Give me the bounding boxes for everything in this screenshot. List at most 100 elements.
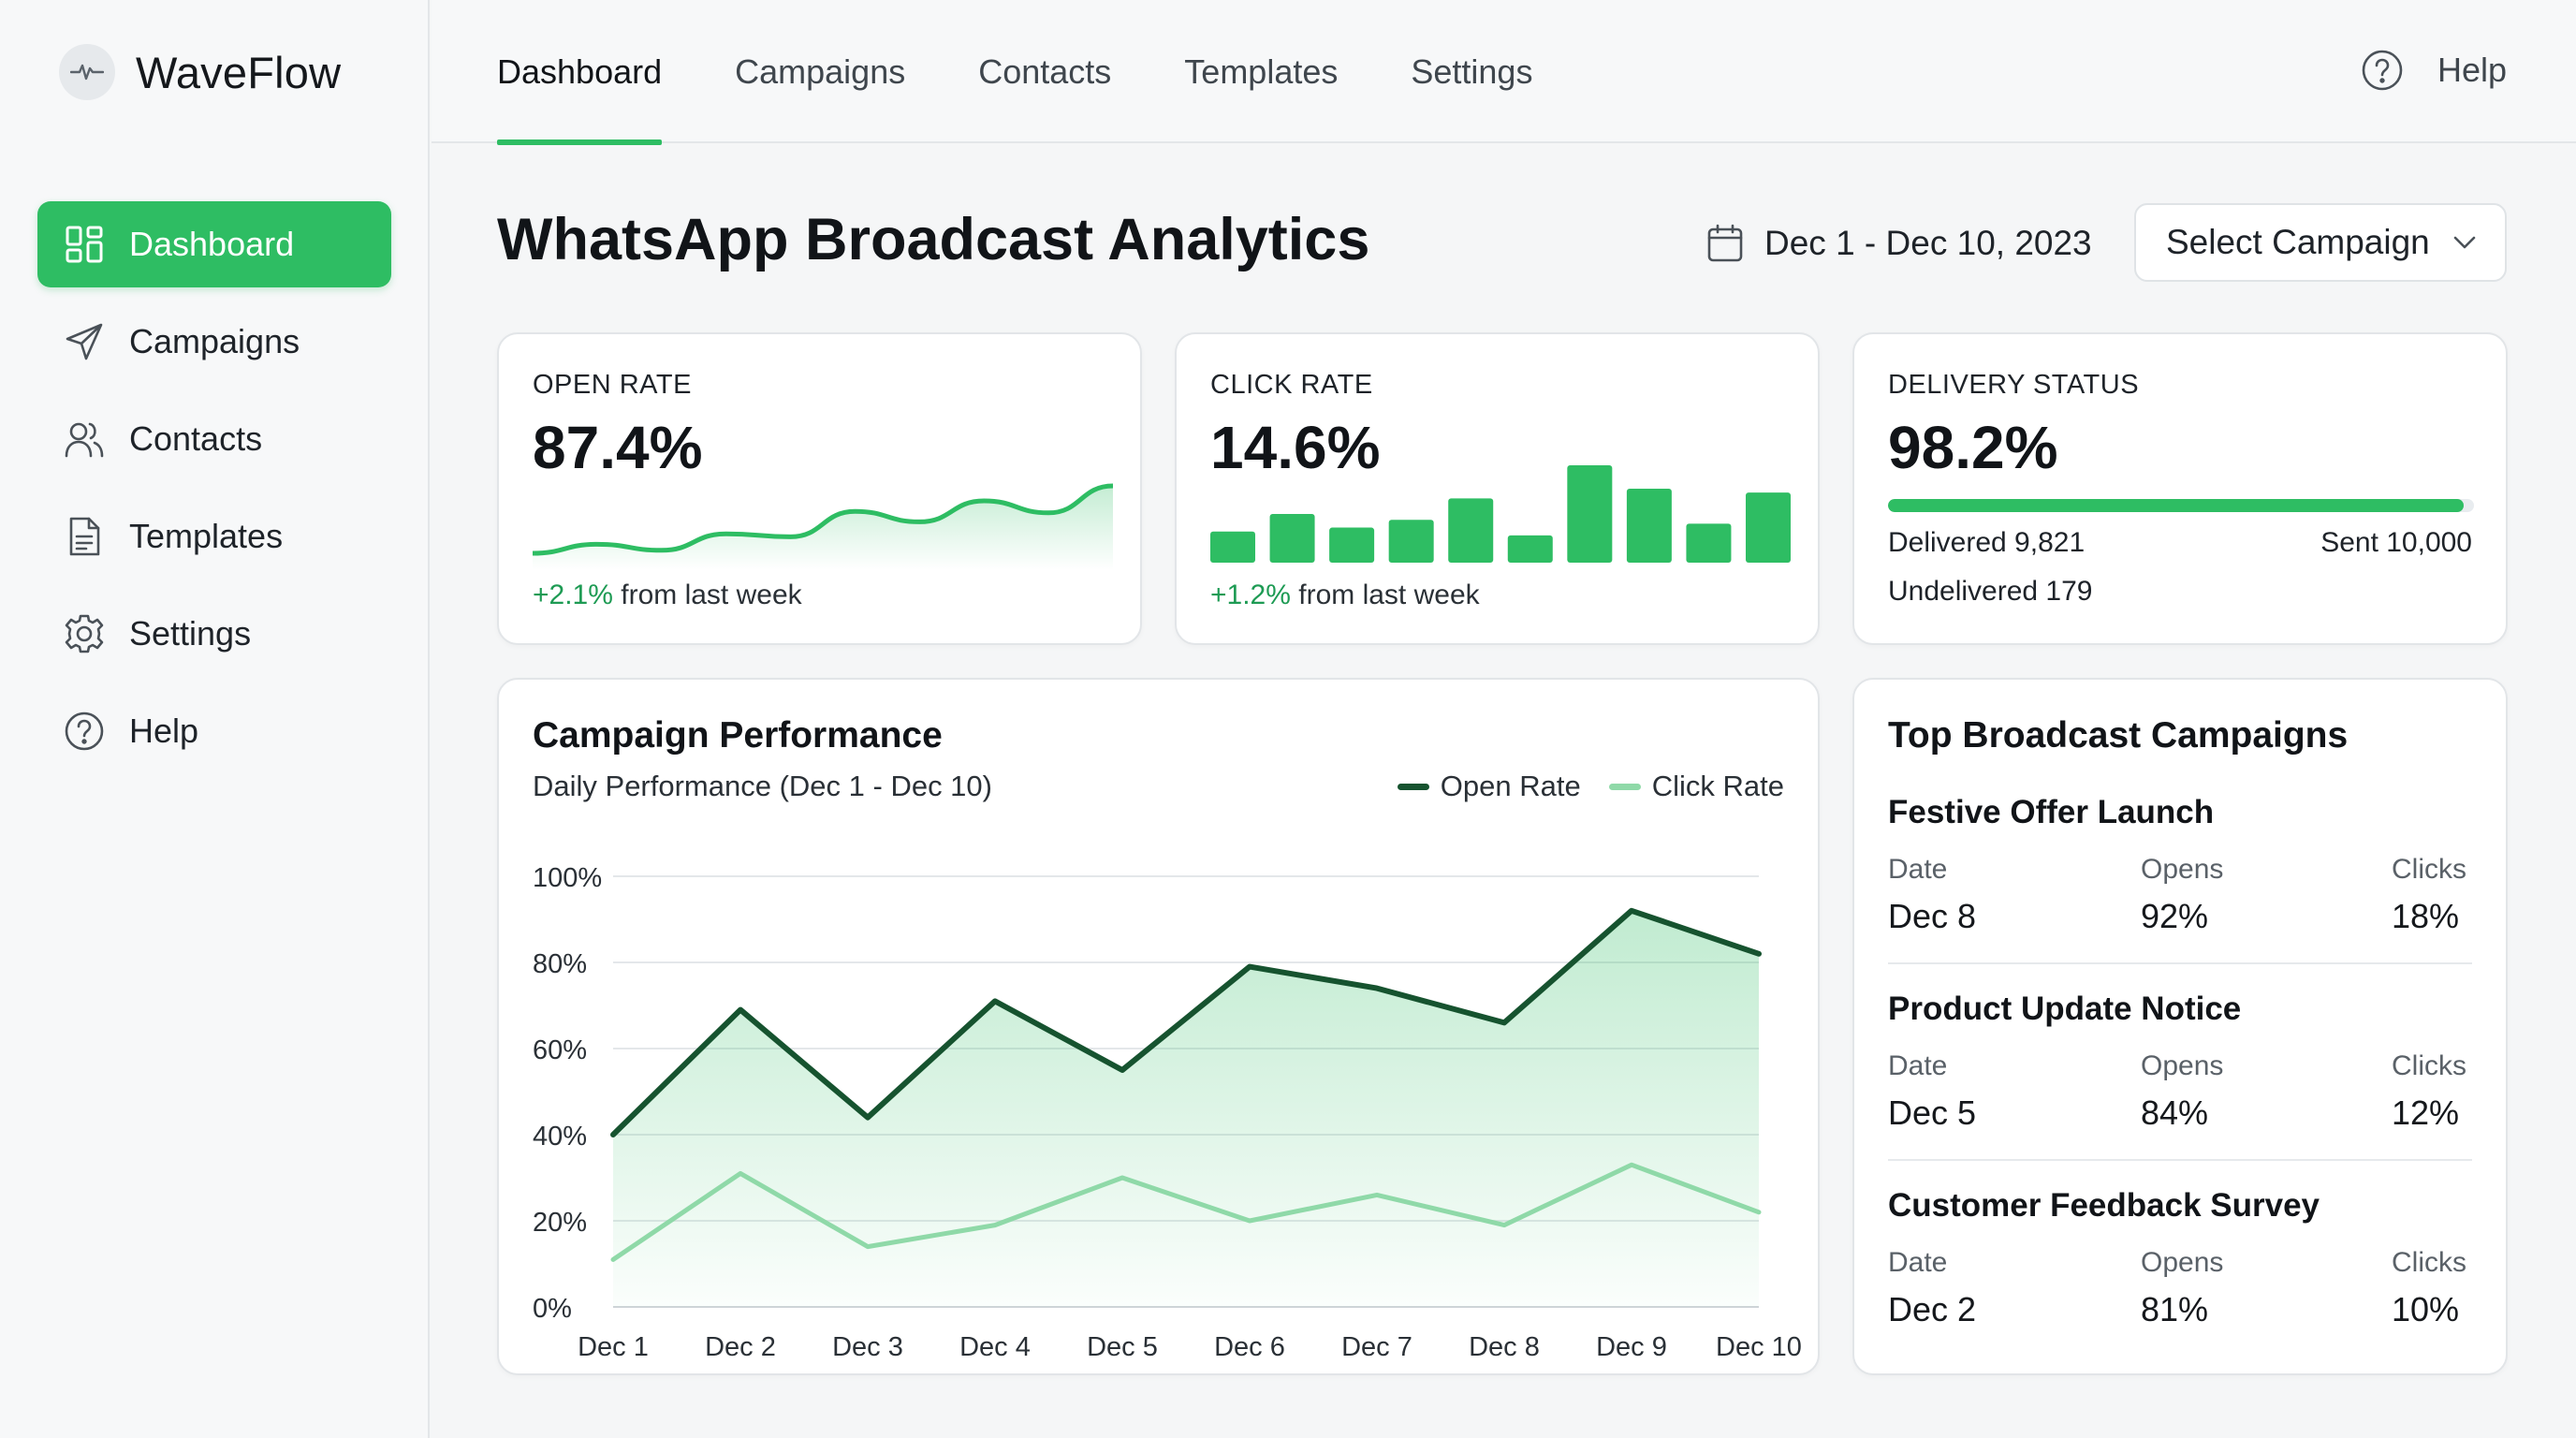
y-tick-label: 20%: [533, 1208, 587, 1238]
clicks-header: Clicks: [2392, 1247, 2466, 1278]
delivery-progress-fill: [1888, 499, 2464, 512]
click-rate-bar: [1507, 535, 1553, 563]
tab-templates[interactable]: Templates: [1184, 51, 1339, 91]
click-rate-label: CLICK RATE: [1210, 370, 1373, 400]
opens-value: 92%: [2141, 897, 2209, 935]
sidebar-item-label: Templates: [129, 517, 284, 555]
sidebar-item-label: Dashboard: [129, 225, 295, 263]
top-campaigns-title: Top Broadcast Campaigns: [1888, 715, 2349, 756]
open-rate-change-value: +2.1%: [533, 580, 613, 610]
sidebar-item-contacts[interactable]: Contacts: [37, 396, 391, 482]
sidebar-item-dashboard[interactable]: Dashboard: [37, 201, 391, 287]
y-tick-label: 100%: [533, 863, 602, 893]
opens-header: Opens: [2141, 1050, 2224, 1081]
campaign-clicks: Clicks 18%: [2392, 831, 2466, 936]
opens-header: Opens: [2141, 1247, 2224, 1278]
date-header: Date: [1888, 854, 1948, 885]
x-tick-label: Dec 9: [1596, 1332, 1667, 1362]
click-rate-card: CLICK RATE 14.6% +1.2% from last week: [1175, 332, 1820, 645]
divider: [1888, 1159, 2472, 1161]
campaign-stats: Date Dec 5 Opens 84% Clicks 12%: [1888, 1028, 2472, 1133]
legend-swatch: [1397, 783, 1429, 790]
open-rate-line: [610, 907, 1762, 1137]
sidebar-item-label: Campaigns: [129, 322, 300, 360]
campaign-performance-card: Campaign Performance Daily Performance (…: [497, 678, 1820, 1375]
select-campaign-dropdown[interactable]: Select Campaign: [2134, 203, 2507, 282]
delivery-status-card: DELIVERY STATUS 98.2% Delivered 9,821 Se…: [1852, 332, 2508, 645]
sidebar-item-settings[interactable]: Settings: [37, 591, 391, 677]
clicks-value: 12%: [2392, 1093, 2460, 1132]
sparkline-area: [533, 486, 1113, 570]
dashboard-grid-icon: [64, 224, 105, 265]
sidebar-item-campaigns[interactable]: Campaigns: [37, 299, 391, 385]
clicks-value: 10%: [2392, 1290, 2460, 1328]
click-rate-bar: [1388, 520, 1434, 563]
sidebar-item-templates[interactable]: Templates: [37, 493, 391, 580]
sidebar-item-help[interactable]: Help: [37, 688, 391, 774]
x-tick-label: Dec 6: [1214, 1332, 1285, 1362]
y-tick-label: 80%: [533, 949, 587, 979]
campaign-row[interactable]: Festive Offer Launch Date Dec 8 Opens 92% …: [1888, 794, 2472, 936]
x-tick-label: Dec 4: [959, 1332, 1031, 1362]
top-navigation: Dashboard Campaigns Contacts Templates S…: [432, 0, 2576, 145]
date-range-picker[interactable]: Dec 1 - Dec 10, 2023: [1706, 217, 2092, 270]
legend-click-rate[interactable]: Click Rate: [1608, 770, 1784, 803]
sidebar-item-label: Settings: [129, 614, 252, 653]
legend-swatch: [1608, 783, 1641, 790]
campaign-name: Product Update Notice: [1888, 990, 2242, 1027]
chart-subtitle: Daily Performance (Dec 1 - Dec 10): [533, 770, 992, 802]
click-rate-change-value: +1.2%: [1210, 580, 1291, 610]
page-title: WhatsApp Broadcast Analytics: [497, 207, 1370, 272]
pulse-logo-icon: [59, 44, 115, 100]
campaign-row[interactable]: Product Update Notice Date Dec 5 Opens 84%…: [1888, 990, 2472, 1133]
top-campaigns-card: Top Broadcast Campaigns Festive Offer La…: [1852, 678, 2508, 1375]
clicks-header: Clicks: [2392, 854, 2466, 885]
tab-dashboard[interactable]: Dashboard: [497, 0, 663, 145]
legend-open-rate[interactable]: Open Rate: [1397, 770, 1581, 803]
delivery-status-label: DELIVERY STATUS: [1888, 370, 2140, 400]
tab-contacts[interactable]: Contacts: [978, 51, 1112, 91]
chart-legend: Open Rate Click Rate: [1397, 770, 1784, 803]
campaign-stats: Date Dec 8 Opens 92% Clicks 18%: [1888, 831, 2472, 936]
brand[interactable]: WaveFlow: [59, 41, 341, 103]
campaign-date: Date Dec 8: [1888, 831, 1976, 936]
select-campaign-label: Select Campaign: [2166, 223, 2430, 261]
open-rate-change: +2.1% from last week: [533, 580, 802, 611]
sent-count: Sent 10,000: [2320, 527, 2472, 558]
tab-campaigns[interactable]: Campaigns: [735, 51, 906, 91]
campaign-row[interactable]: Customer Feedback Survey Date Dec 2 Opens…: [1888, 1187, 2472, 1328]
click-rate-value: 14.6%: [1210, 414, 1381, 481]
open-rate-area: [613, 910, 1759, 1307]
campaign-date: Date Dec 2: [1888, 1225, 1976, 1329]
campaign-stats: Date Dec 2 Opens 81% Clicks 10%: [1888, 1225, 2472, 1328]
click-rate-bar: [1269, 514, 1315, 563]
chart-title: Campaign Performance: [533, 715, 943, 756]
delivery-counts: Delivered 9,821 Sent 10,000: [1888, 527, 2472, 559]
click-rate-bar: [1210, 531, 1255, 563]
opens-value: 81%: [2141, 1290, 2209, 1328]
click-rate-bar: [1686, 523, 1732, 563]
click-rate-bar: [1448, 498, 1494, 563]
sidebar-nav: Dashboard Campaigns Contacts Templates S…: [37, 201, 391, 785]
date-range-label: Dec 1 - Dec 10, 2023: [1764, 224, 2092, 262]
tab-bar: Dashboard Campaigns Contacts Templates S…: [497, 0, 1533, 145]
campaign-opens: Opens 92%: [2141, 831, 2223, 936]
date-value: Dec 2: [1888, 1290, 1977, 1328]
paper-plane-icon: [64, 321, 105, 362]
divider: [1888, 962, 2472, 964]
clicks-value: 18%: [2392, 897, 2460, 935]
click-rate-line: [610, 1162, 1762, 1262]
campaign-clicks: Clicks 12%: [2392, 1028, 2466, 1133]
tab-settings[interactable]: Settings: [1411, 51, 1533, 91]
legend-label: Open Rate: [1440, 770, 1581, 802]
help-link[interactable]: Help: [2361, 41, 2507, 99]
performance-line-chart: 0% 20% 40% 60% 80% 100% Dec 1 Dec 2 Dec 3 Dec 4 De…: [533, 863, 1802, 1362]
x-tick-label: Dec 10: [1716, 1332, 1802, 1362]
clicks-header: Clicks: [2392, 1050, 2466, 1081]
help-circle-icon: [64, 711, 105, 752]
x-tick-label: Dec 7: [1341, 1332, 1412, 1362]
open-rate-sparkline: [533, 483, 1113, 570]
campaign-date: Date Dec 5: [1888, 1028, 1976, 1133]
open-rate-label: OPEN RATE: [533, 370, 692, 400]
x-tick-label: Dec 5: [1087, 1332, 1158, 1362]
